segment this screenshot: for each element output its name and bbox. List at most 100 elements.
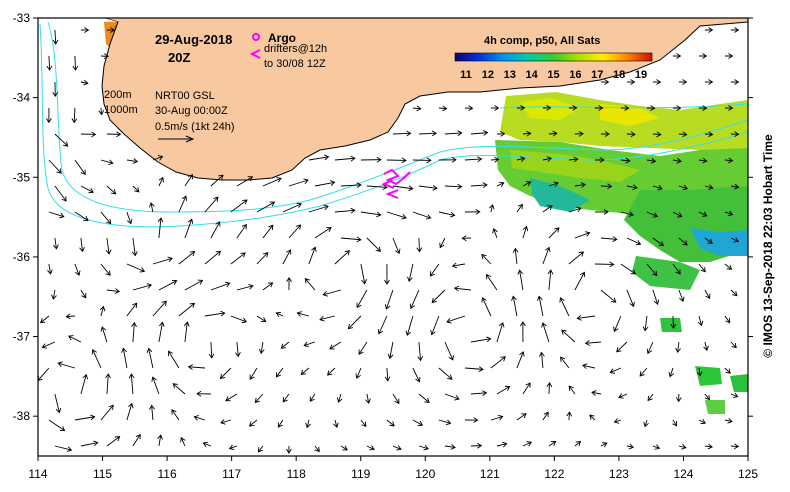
- current-vector: [438, 156, 457, 163]
- current-vector: [438, 105, 448, 112]
- current-vector: [418, 184, 438, 191]
- current-vector: [149, 404, 155, 421]
- current-vector: [668, 367, 675, 378]
- current-vector: [40, 315, 50, 324]
- current-vector: [187, 364, 205, 370]
- current-vector: [74, 414, 96, 421]
- current-vector: [618, 393, 628, 399]
- current-vector: [517, 269, 524, 291]
- current-vector: [511, 295, 518, 317]
- current-vector: [548, 130, 558, 137]
- current-vector: [678, 237, 688, 246]
- current-vector: [80, 373, 89, 395]
- current-vector: [430, 315, 440, 336]
- current-vector: [308, 204, 329, 213]
- current-vector: [412, 419, 424, 426]
- current-vector: [594, 261, 615, 268]
- current-vector: [548, 441, 557, 447]
- current-vector: [196, 390, 211, 397]
- copyright-credit: © IMOS 13-Sep-2018 22:03 Hobart Time: [761, 134, 775, 358]
- current-vector: [591, 390, 602, 396]
- current-vector: [548, 181, 559, 187]
- current-vector: [522, 441, 533, 447]
- current-vector: [305, 419, 311, 429]
- current-vector: [54, 185, 67, 202]
- lon-tick-label: 119: [351, 467, 370, 481]
- current-vector: [100, 326, 108, 343]
- current-vector: [418, 130, 437, 137]
- current-vector: [152, 155, 164, 161]
- lat-tick-label: -35: [13, 170, 31, 184]
- current-vector: [439, 237, 446, 249]
- argo-icon: [252, 33, 260, 41]
- current-vector: [48, 419, 66, 432]
- current-vector: [594, 209, 609, 215]
- current-vector: [180, 436, 186, 447]
- current-vector: [100, 53, 110, 60]
- current-vector: [672, 105, 682, 111]
- current-vector: [329, 341, 342, 350]
- current-vector: [444, 183, 463, 190]
- current-vector: [282, 393, 290, 403]
- current-vector: [356, 289, 368, 309]
- current-vector: [600, 79, 610, 85]
- current-vector: [646, 105, 656, 111]
- current-vector: [730, 131, 740, 137]
- current-vector: [481, 253, 492, 265]
- lon-tick-label: 121: [480, 467, 500, 481]
- current-vector: [566, 411, 573, 421]
- current-vector: [451, 262, 465, 269]
- current-vector: [52, 29, 59, 45]
- current-vector: [158, 176, 164, 187]
- current-vector: [431, 289, 446, 304]
- current-vector: [210, 174, 224, 187]
- current-vector: [730, 289, 738, 297]
- current-vector: [576, 315, 595, 321]
- current-vector: [80, 79, 89, 86]
- current-vector: [698, 157, 708, 164]
- current-vector: [386, 211, 407, 220]
- current-vector: [412, 157, 432, 164]
- current-vector: [730, 79, 740, 85]
- current-vector: [71, 107, 78, 124]
- lat-tick-label: -33: [13, 11, 31, 25]
- lat-tick-label: -38: [13, 409, 31, 423]
- current-vector: [542, 105, 552, 111]
- current-vector: [204, 196, 219, 213]
- current-vector: [464, 366, 484, 372]
- current-vector: [74, 159, 86, 176]
- current-vector: [626, 289, 635, 308]
- lon-tick-label: 124: [673, 467, 693, 481]
- current-vector: [730, 341, 737, 349]
- current-vector: [537, 295, 544, 317]
- current-vector: [57, 361, 76, 369]
- current-vector: [236, 283, 254, 291]
- current-vector: [548, 227, 560, 239]
- current-vector: [303, 341, 316, 348]
- current-vector: [152, 300, 167, 317]
- current-vector: [643, 419, 649, 428]
- current-vector: [80, 440, 99, 447]
- current-vector: [360, 211, 382, 218]
- current-vectors: [38, 27, 740, 454]
- current-vector: [490, 105, 500, 111]
- current-vector: [407, 263, 414, 283]
- current-vector: [724, 210, 734, 217]
- current-vector: [730, 27, 740, 33]
- current-vector: [204, 310, 226, 317]
- current-vector: [600, 236, 618, 242]
- current-vector: [724, 105, 734, 111]
- current-vector: [496, 385, 511, 395]
- drifter-icon: [249, 49, 261, 59]
- current-vector: [288, 178, 309, 187]
- current-vector: [121, 347, 128, 369]
- contour-200m-label: 200m: [104, 89, 132, 101]
- current-vector: [183, 321, 190, 343]
- current-vector: [516, 413, 527, 421]
- current-vector: [360, 156, 382, 163]
- lon-tick-label: 125: [738, 467, 758, 481]
- current-vector: [724, 157, 734, 164]
- current-vector: [678, 444, 687, 450]
- current-vector: [646, 341, 654, 355]
- current-vector: [358, 341, 368, 355]
